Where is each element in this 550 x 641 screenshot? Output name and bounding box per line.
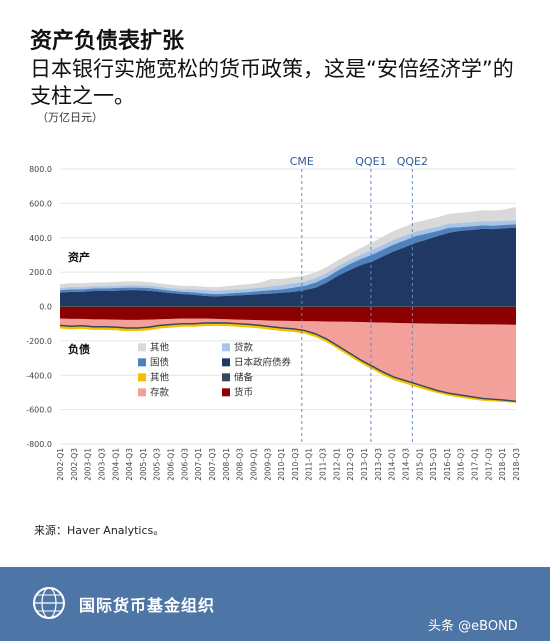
x-tick-label: 2002-Q1 — [56, 448, 65, 481]
x-tick-label: 2013-Q1 — [360, 448, 369, 481]
x-tick-label: 2006-Q1 — [167, 448, 176, 481]
balance-sheet-chart: 800.0 600.0 400.0 200.0 0.0 -200.0 -400.0 -600.… — [0, 152, 550, 492]
policy-event-label: CME — [290, 155, 314, 168]
y-tick-label: 800.0 — [29, 165, 52, 174]
liabilities-label: 负债 — [68, 342, 90, 356]
org-name: 国际货币基金组织 — [79, 596, 216, 615]
legend-label: 存款 — [150, 386, 170, 398]
legend-swatch — [222, 388, 230, 397]
y-tick-label: -600.0 — [26, 406, 52, 415]
series-govt-bonds-area — [60, 224, 516, 297]
x-tick-label: 2009-Q3 — [263, 448, 272, 481]
x-tick-label: 2014-Q1 — [388, 448, 397, 481]
x-tick-label: 2011-Q3 — [319, 448, 328, 481]
x-tick-label: 2007-Q1 — [194, 448, 203, 481]
legend-swatch — [138, 343, 146, 352]
x-tick-label: 2014-Q3 — [401, 448, 410, 481]
imf-globe-logo-icon — [33, 587, 65, 619]
x-tick-label: 2015-Q3 — [429, 448, 438, 481]
y-tick-label: 200.0 — [29, 268, 52, 277]
x-tick-label: 2010-Q1 — [277, 448, 286, 481]
x-tick-label: 2009-Q1 — [249, 448, 258, 481]
legend-label: 日本政府债券 — [234, 356, 292, 368]
x-tick-label: 2008-Q3 — [236, 448, 245, 481]
y-tick-label: -200.0 — [26, 337, 52, 346]
x-tick-label: 2003-Q1 — [84, 448, 93, 481]
legend-swatch — [222, 373, 230, 382]
legend-swatch — [138, 373, 146, 382]
legend-label: 国债 — [150, 356, 170, 368]
legend-swatch — [222, 358, 230, 367]
series-loans-area — [60, 220, 516, 295]
y-tick-label: 600.0 — [29, 199, 52, 208]
series-deposits-area — [60, 318, 516, 402]
x-tick-label: 2010-Q3 — [291, 448, 300, 481]
x-tick-label: 2018-Q3 — [512, 448, 521, 481]
x-tick-label: 2013-Q3 — [374, 448, 383, 481]
y-tick-label: -400.0 — [26, 371, 52, 380]
series-currency-area — [60, 306, 516, 325]
legend-swatch — [138, 388, 146, 397]
x-tick-label: 2006-Q3 — [180, 448, 189, 481]
x-tick-label: 2004-Q1 — [111, 448, 120, 481]
legend-label: 货币 — [234, 386, 253, 398]
source-note: 来源：Haver Analytics。 — [34, 524, 165, 537]
x-tick-label: 2004-Q3 — [125, 448, 134, 481]
chart-svg: 800.0 600.0 400.0 200.0 0.0 -200.0 -400.0 -600.… — [26, 155, 521, 481]
x-tick-label: 2016-Q1 — [443, 448, 452, 481]
x-tick-label: 2008-Q1 — [222, 448, 231, 481]
x-tick-label: 2015-Q1 — [415, 448, 424, 481]
x-tick-label: 2005-Q1 — [139, 448, 148, 481]
x-tick-label: 2012-Q1 — [332, 448, 341, 481]
x-tick-label: 2017-Q1 — [471, 448, 480, 481]
y-tick-label: 400.0 — [29, 234, 52, 243]
x-tick-label: 2018-Q1 — [498, 448, 507, 481]
legend-label: 其他 — [150, 371, 170, 383]
policy-event-label: QQE1 — [355, 155, 386, 168]
legend-label: 贷款 — [234, 341, 254, 353]
legend-label: 储备 — [234, 371, 254, 383]
x-tick-label: 2011-Q1 — [305, 448, 314, 481]
legend-label: 其他 — [150, 341, 170, 353]
x-tick-label: 2016-Q3 — [457, 448, 466, 481]
policy-event-label: QQE2 — [397, 155, 428, 168]
x-tick-label: 2005-Q3 — [153, 448, 162, 481]
x-tick-label: 2017-Q3 — [484, 448, 493, 481]
footer-banner: 国际货币基金组织 头条 @eBOND — [0, 567, 550, 641]
series-reserves-line — [59, 322, 517, 403]
y-tick-label: -800.0 — [26, 440, 52, 449]
series-other-assets-area — [60, 207, 516, 291]
y-tick-label: 0.0 — [39, 303, 52, 312]
page-title: 资产负债表扩张 — [30, 29, 185, 54]
x-tick-label: 2012-Q3 — [346, 448, 355, 481]
x-tick-label: 2002-Q3 — [70, 448, 79, 481]
legend-swatch — [138, 358, 146, 367]
unit-label: （万亿日元） — [37, 111, 103, 124]
x-tick-label: 2007-Q3 — [208, 448, 217, 481]
page-subtitle: 日本银行实施宽松的货币政策，这是“安倍经济学”的支柱之一。 — [30, 57, 514, 108]
watermark: 头条 @eBOND — [428, 619, 518, 634]
x-tick-label: 2003-Q3 — [97, 448, 106, 481]
assets-label: 资产 — [68, 250, 90, 264]
legend-swatch — [222, 343, 230, 352]
series-jgb-area — [60, 227, 516, 307]
